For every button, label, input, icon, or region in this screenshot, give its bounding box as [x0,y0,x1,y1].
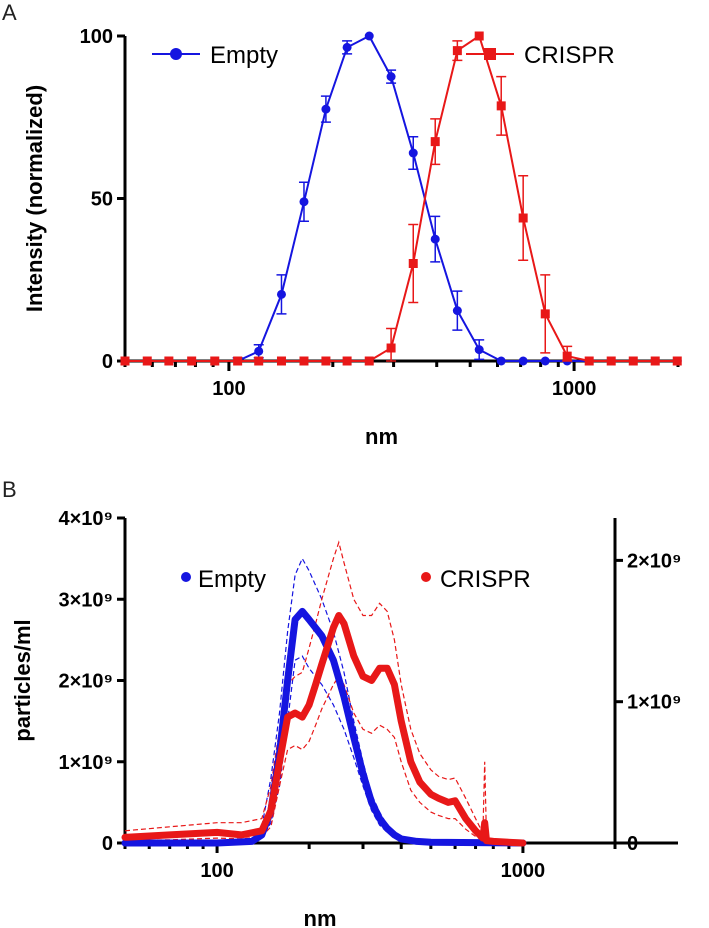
data-point-crispr [142,356,152,366]
panel-b: B 0 1×10⁹ 2×10⁹ 3×10⁹ 4×10⁹ 100 1000 nm particle… [2,477,682,928]
data-point-empty [321,104,331,114]
panel-a-y-title: Intensity (normalized) [22,85,47,312]
data-point-empty [254,346,264,356]
panel-a-x-tick-label: 1000 [552,378,597,400]
data-point-crispr [496,101,506,111]
panel-b-x-title: nm [304,906,337,928]
data-point-empty [496,356,506,366]
legend-label-crispr-b: CRISPR [440,566,531,593]
data-point-crispr [364,356,374,366]
data-point-crispr [120,356,130,366]
data-point-crispr [408,259,418,268]
data-point-crispr [452,46,462,56]
band-upper-empty [125,557,523,844]
panel-b-y2-tick-label: 2×10⁹ [627,550,682,572]
data-point-empty [474,345,484,355]
data-point-empty [430,234,440,244]
panel-a-axes: 0 50 100 100 1000 nm Intensity (normalized) [22,26,680,449]
legend-item-empty: Empty [152,42,278,69]
panel-a-x-title: nm [365,424,398,449]
data-point-crispr [606,356,616,366]
panel-a-y-tick-label: 100 [80,26,113,48]
series-line-crispr [125,34,678,362]
data-point-empty [364,31,374,41]
data-point-crispr [233,356,243,366]
data-point-empty [386,72,396,82]
data-point-crispr [540,309,550,319]
legend-item-empty-b: Empty [181,566,266,593]
data-point-crispr [210,356,220,366]
data-point-crispr [276,356,286,366]
data-point-crispr [342,356,352,366]
data-point-empty [452,306,462,316]
panel-b-y-tick-label: 4×10⁹ [58,508,113,530]
legend-item-crispr: CRISPR [466,42,615,69]
panel-a-x-tick-label: 100 [212,378,245,400]
data-point-empty [342,42,352,52]
panel-a-y-tick-label: 0 [102,351,113,373]
panel-b-axes: 0 1×10⁹ 2×10⁹ 3×10⁹ 4×10⁹ 100 1000 nm particles/… [10,508,682,928]
panel-b-y-title: particles/ml [10,619,35,741]
panel-b-x-tick-label: 1000 [501,860,546,882]
panel-a-series [120,31,682,366]
data-point-empty [408,148,418,158]
data-point-crispr [321,356,331,366]
band-lower-crispr [124,675,523,844]
panel-b-series [121,540,527,847]
panel-a-y-tick-label: 50 [91,189,113,211]
data-point-crispr [474,31,484,41]
data-point-empty [299,197,309,207]
panel-b-y-tick-label: 3×10⁹ [58,589,113,611]
legend-label-empty: Empty [210,42,278,69]
series-line-crispr [121,612,527,847]
data-point-crispr [672,356,682,366]
legend-marker-empty-b [181,572,191,582]
data-point-crispr [650,356,660,366]
data-point-empty [540,356,550,366]
data-point-crispr [562,351,572,361]
data-point-crispr [164,356,174,366]
panel-a-legend: Empty CRISPR [152,42,615,69]
data-point-crispr [584,356,594,366]
data-point-crispr [187,356,197,366]
data-point-crispr [430,137,440,147]
data-point-crispr [628,356,638,366]
legend-item-crispr-b: CRISPR [421,566,531,593]
panel-b-y-tick-label: 0 [102,833,113,855]
data-point-empty [276,289,286,299]
data-point-crispr [299,356,309,366]
data-point-crispr [254,356,264,366]
panel-b-legend: Empty CRISPR [181,566,531,593]
data-point-crispr [386,343,396,353]
panel-b-x-tick-label: 100 [200,860,233,882]
panel-a-label: A [2,0,17,25]
data-point-crispr [518,213,528,223]
legend-marker-empty [170,48,182,60]
panel-b-y2-tick-label: 1×10⁹ [627,692,682,714]
panel-b-y-tick-label: 1×10⁹ [58,752,113,774]
panel-b-y-tick-label: 2×10⁹ [58,671,113,693]
panel-b-label: B [2,477,17,502]
legend-label-empty-b: Empty [198,566,266,593]
legend-marker-crispr [484,48,496,60]
legend-marker-crispr-b [421,572,431,582]
data-point-empty [518,356,528,366]
legend-label-crispr: CRISPR [524,42,615,69]
